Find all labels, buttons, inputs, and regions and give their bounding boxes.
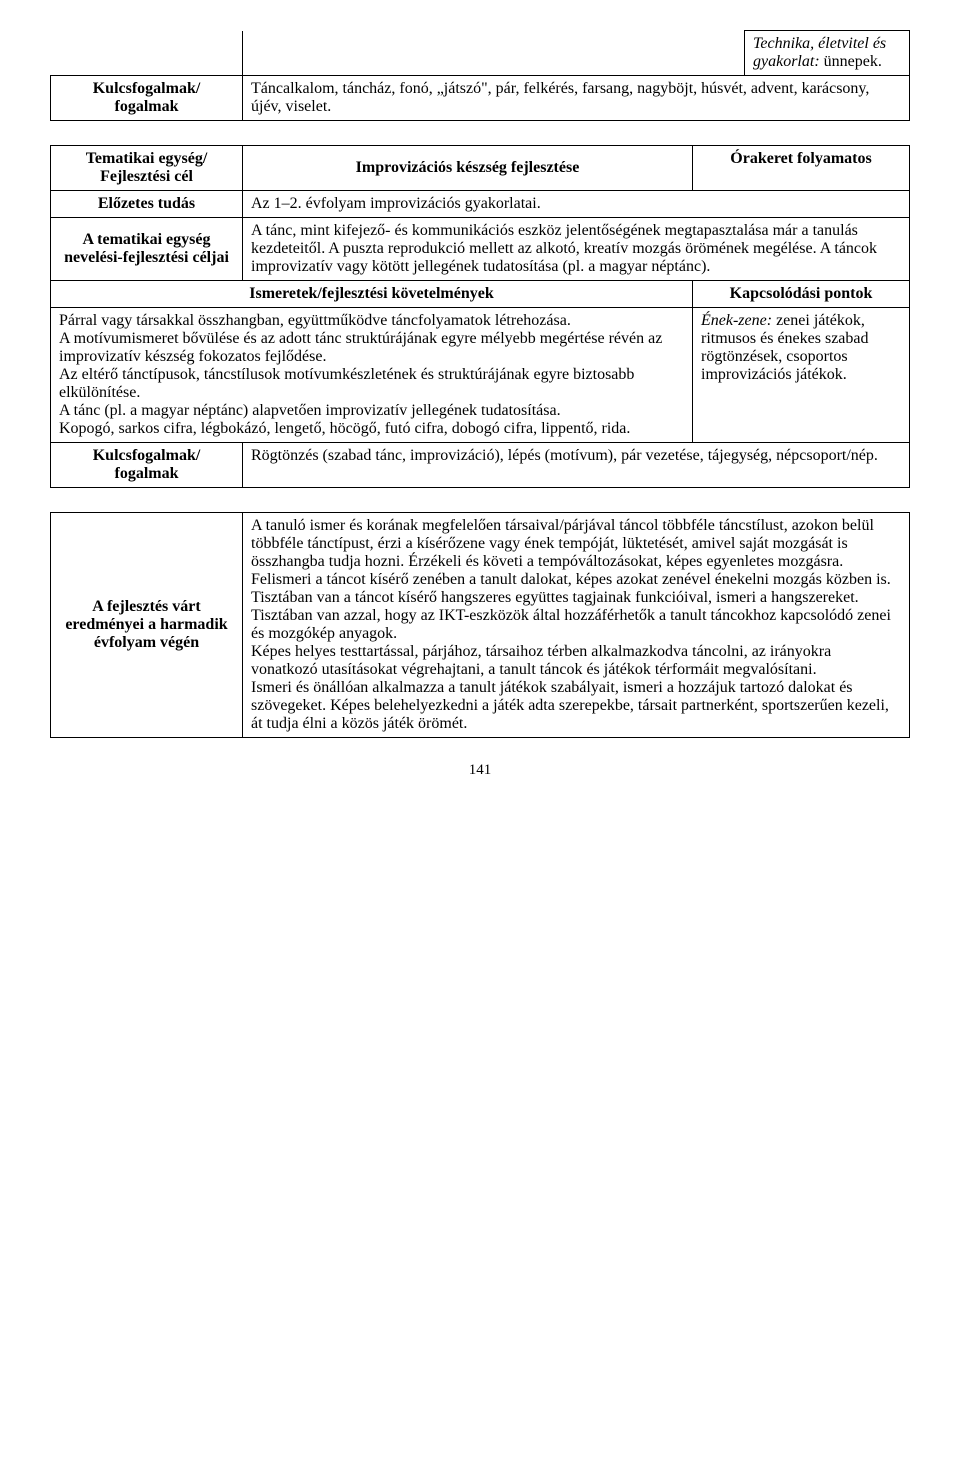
table-kulcsfogalmak-top: Technika, életvitel és gyakorlat: ünnepe…	[50, 30, 910, 121]
page-number: 141	[50, 762, 910, 779]
cell-nevelesi-text: A tánc, mint kifejező- és kommunikációs …	[243, 218, 910, 281]
cell-technika: Technika, életvitel és gyakorlat: ünnepe…	[745, 31, 910, 76]
cell-ismeretek-header: Ismeretek/fejlesztési követelmények	[51, 281, 693, 308]
cell-fejlesztes-label: A fejlesztés várt eredményei a harmadik …	[51, 513, 243, 738]
cell-orakeret: Órakeret folyamatos	[693, 146, 910, 191]
cell-nevelesi-label: A tematikai egység nevelési-fejlesztési …	[51, 218, 243, 281]
cell-fejlesztes-text: A tanuló ismer és korának megfelelően tá…	[243, 513, 910, 738]
cell-kapcs-body: Ének-zene: zenei játékok, ritmusos és én…	[693, 308, 910, 443]
cell-improv-title: Improvizációs készség fejlesztése	[243, 146, 693, 191]
cell-elozetes-label: Előzetes tudás	[51, 191, 243, 218]
cell-kulcs2-label: Kulcsfogalmak/ fogalmak	[51, 443, 243, 488]
cell-ismeretek-body: Párral vagy társakkal összhangban, együt…	[51, 308, 693, 443]
cell-elozetes-text: Az 1–2. évfolyam improvizációs gyakorlat…	[243, 191, 910, 218]
text-enekzene-italic: Ének-zene:	[701, 312, 772, 329]
cell-kulcs2-text: Rögtönzés (szabad tánc, improvizáció), l…	[243, 443, 910, 488]
cell-kapcs-header: Kapcsolódási pontok	[693, 281, 910, 308]
cell-kulcs-text: Táncalkalom, táncház, fonó, „játszó", pá…	[243, 76, 910, 121]
cell-empty	[243, 31, 745, 76]
text-technika-rest: ünnepek.	[820, 53, 882, 70]
cell-empty	[51, 31, 243, 76]
cell-tematikai-label: Tematikai egység/ Fejlesztési cél	[51, 146, 243, 191]
table-tematikai: Tematikai egység/ Fejlesztési cél Improv…	[50, 145, 910, 488]
cell-kulcs-label: Kulcsfogalmak/ fogalmak	[51, 76, 243, 121]
table-fejlesztes: A fejlesztés várt eredményei a harmadik …	[50, 512, 910, 738]
